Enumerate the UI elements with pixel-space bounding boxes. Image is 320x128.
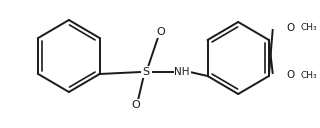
Text: O: O <box>132 100 140 110</box>
Text: NH: NH <box>174 67 190 77</box>
Text: O: O <box>156 27 165 37</box>
Text: O: O <box>286 23 294 33</box>
Text: O: O <box>286 70 294 80</box>
Text: CH₃: CH₃ <box>300 71 317 79</box>
Text: S: S <box>142 67 149 77</box>
Text: CH₃: CH₃ <box>300 24 317 33</box>
